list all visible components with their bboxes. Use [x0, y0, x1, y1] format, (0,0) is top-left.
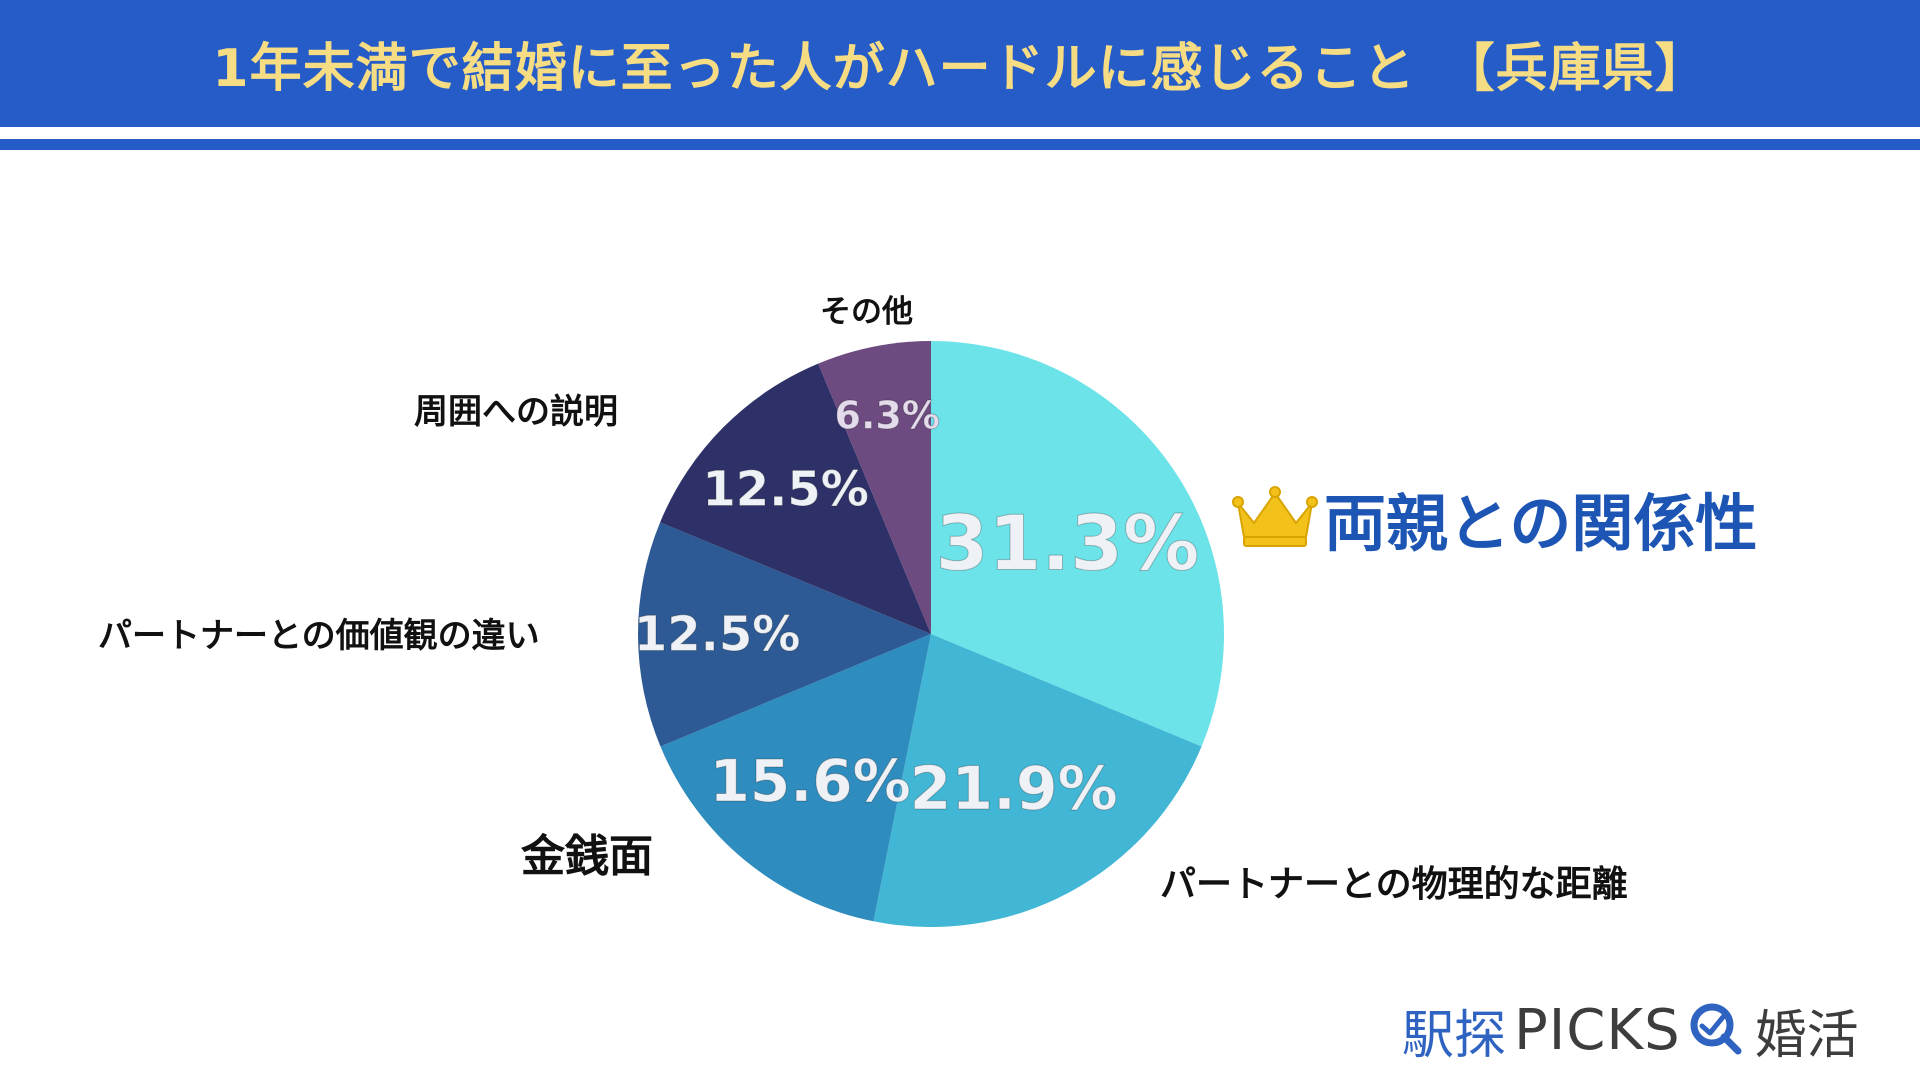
- logo-kanji: 駅探: [1402, 1005, 1507, 1066]
- page-title: 1年未満で結婚に至った人がハードルに感じること 【兵庫県】: [212, 39, 1708, 99]
- pie-slice-values: [637, 522, 931, 747]
- slice-percent-label-parents: 31.3%: [936, 498, 1200, 587]
- pie-slice-parents: [931, 341, 1224, 747]
- slice-percent-label-other: 6.3%: [835, 394, 940, 438]
- slice-percent-label-money: 15.6%: [710, 747, 911, 815]
- pie-slice-money: [660, 634, 931, 922]
- top-answer-callout: 両親との関係性: [1232, 478, 1757, 560]
- category-label-parents: 両親との関係性: [1324, 487, 1758, 560]
- slice-percent-label-distance: 21.9%: [910, 754, 1118, 824]
- header-bar: [0, 0, 1920, 127]
- category-label-explanation: 周囲への説明: [414, 392, 618, 432]
- slice-percent-label-values: 12.5%: [634, 606, 801, 662]
- pie-slice-other: [818, 341, 931, 634]
- logo-picks: PICKS: [1514, 997, 1681, 1063]
- pie-slice-distance: [873, 634, 1202, 927]
- logo-konkatsu: 婚活: [1754, 1005, 1859, 1066]
- magnifier-q-icon: [1687, 1000, 1743, 1060]
- category-label-money: 金銭面: [521, 831, 653, 882]
- crown-icon: [1232, 483, 1318, 553]
- header-divider: [0, 139, 1920, 150]
- slice-percent-label-explanation: 12.5%: [702, 461, 869, 517]
- category-label-other: その他: [820, 294, 913, 330]
- pie-slice-explanation: [660, 363, 931, 634]
- category-label-distance: パートナーとの物理的な距離: [1160, 864, 1628, 905]
- category-label-values: パートナーとの価値観の違い: [98, 616, 540, 656]
- brand-logo: 駅探 PICKS 婚活: [1402, 997, 1859, 1066]
